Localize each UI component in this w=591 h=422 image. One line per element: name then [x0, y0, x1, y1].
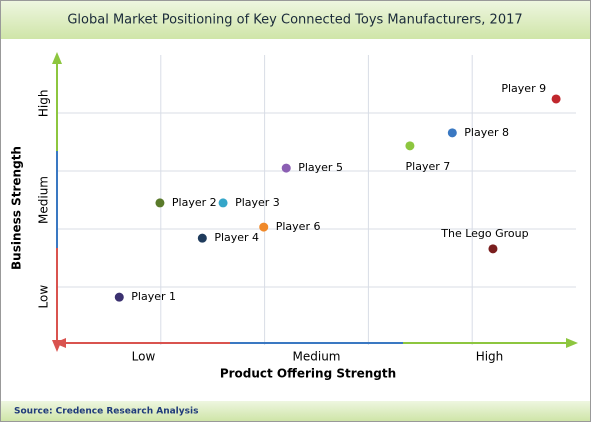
point-label: Player 6: [276, 220, 321, 233]
title-bar: [1, 1, 590, 39]
source: Source: Credence Research Analysis: [14, 407, 198, 417]
point-label: Player 9: [501, 82, 546, 95]
point: [259, 222, 269, 232]
grid: [57, 55, 576, 345]
x-tick-label: High: [476, 350, 504, 364]
y-tick-label: High: [37, 90, 51, 118]
y-tick-label: Medium: [37, 176, 51, 224]
point-label: The Lego Group: [440, 227, 528, 240]
point-label: Player 5: [298, 161, 343, 174]
point-label: Player 3: [235, 196, 280, 209]
point: [114, 292, 124, 302]
point: [405, 141, 415, 151]
x-axis-title: Product Offering Strength: [220, 367, 396, 381]
axes: [52, 52, 578, 352]
x-tick-label: Low: [132, 350, 156, 364]
point: [197, 233, 207, 243]
chart-title: Global Market Positioning of Key Connect…: [67, 13, 522, 28]
y-tick-label: Low: [37, 285, 51, 309]
source-bar: [1, 401, 590, 421]
point: [551, 94, 561, 104]
point-label: Player 7: [406, 160, 451, 173]
x-tick-label: Medium: [293, 350, 341, 364]
point-label: Player 4: [214, 231, 259, 244]
point: [281, 163, 291, 173]
y-axis-title: Business Strength: [10, 146, 24, 270]
point: [447, 128, 457, 138]
point-label: Player 1: [131, 290, 176, 303]
point-label: Player 8: [464, 126, 509, 139]
point-label: Player 2: [172, 196, 217, 209]
point: [155, 198, 165, 208]
point: [218, 198, 228, 208]
point: [488, 244, 498, 254]
